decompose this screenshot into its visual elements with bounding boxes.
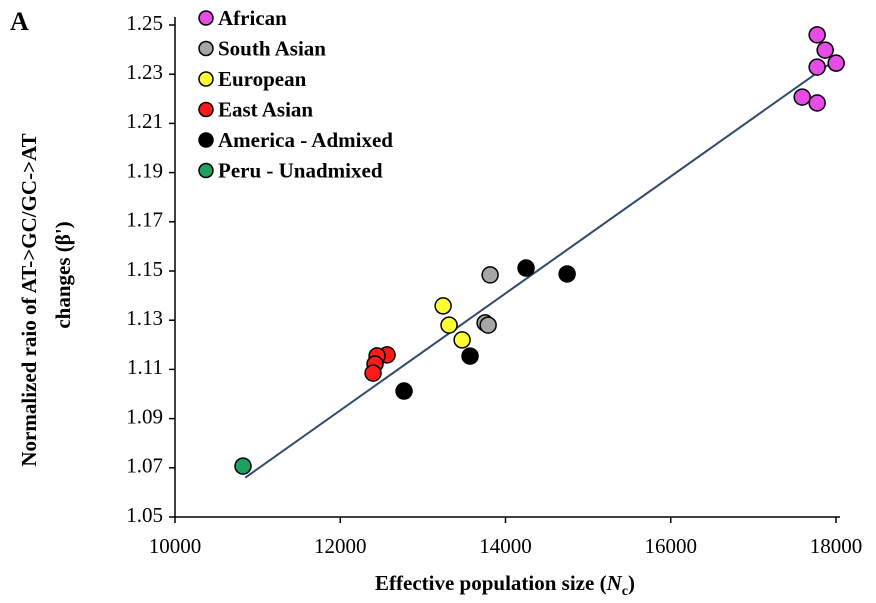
y-tick-label: 1.25 xyxy=(126,11,163,35)
trendline xyxy=(244,58,837,479)
legend-label: Peru - Unadmixed xyxy=(218,159,383,183)
legend-marker xyxy=(198,71,214,87)
x-label-text: Effective population size ( xyxy=(375,571,607,595)
x-tick-label: 12000 xyxy=(314,534,367,558)
y-tick-label: 1.13 xyxy=(126,306,163,330)
legend-marker xyxy=(198,10,214,26)
y-tick-label: 1.09 xyxy=(126,404,163,428)
point xyxy=(453,331,471,349)
y-tick-label: 1.17 xyxy=(126,208,163,232)
point xyxy=(395,382,413,400)
x-axis-label: Effective population size (Nc) xyxy=(375,571,635,599)
legend-label: European xyxy=(218,67,307,91)
point xyxy=(808,26,826,44)
y-tick-label: 1.23 xyxy=(126,60,163,84)
point xyxy=(808,94,826,112)
x-tick-label: 18000 xyxy=(810,534,863,558)
legend-label: South Asian xyxy=(218,37,326,61)
panel-label: A xyxy=(10,7,29,36)
x-label-text: N xyxy=(606,571,623,595)
point xyxy=(461,347,479,365)
legend-label: America - Admixed xyxy=(218,128,393,152)
y-tick-label: 1.07 xyxy=(126,454,163,478)
y-tick-label: 1.05 xyxy=(126,503,163,527)
point xyxy=(816,41,834,59)
point xyxy=(479,316,497,334)
point xyxy=(364,364,382,382)
y-label-text: Normalized raio of AT->GC/GC->AT xyxy=(17,133,41,466)
point xyxy=(517,259,535,277)
legend-marker xyxy=(198,162,214,179)
x-tick-label: 10000 xyxy=(149,534,202,558)
legend-marker xyxy=(198,101,214,118)
legend-marker xyxy=(198,40,214,57)
x-label-text: ) xyxy=(628,571,635,595)
point xyxy=(558,265,576,283)
point xyxy=(440,316,458,334)
point xyxy=(808,58,826,76)
point xyxy=(793,88,811,106)
legend-marker xyxy=(198,132,214,148)
point xyxy=(481,266,499,284)
y-label-text: ') xyxy=(51,221,75,234)
x-label-text: c xyxy=(622,584,628,599)
y-tick-label: 1.19 xyxy=(126,158,163,182)
point xyxy=(434,297,452,315)
y-tick-label: 1.15 xyxy=(126,257,163,281)
point xyxy=(234,457,252,475)
legend-label: East Asian xyxy=(218,98,313,122)
y-label-text: changes (β xyxy=(51,234,75,328)
y-tick-label: 1.11 xyxy=(127,355,163,379)
x-tick-label: 16000 xyxy=(645,534,698,558)
legend-label: African xyxy=(218,6,287,30)
y-axis-label: Normalized raio of AT->GC/GC->AT xyxy=(17,133,41,466)
point xyxy=(827,54,845,72)
y-tick-label: 1.21 xyxy=(126,109,163,133)
y-axis-label: changes (β') xyxy=(51,221,75,328)
x-tick-label: 14000 xyxy=(479,534,532,558)
